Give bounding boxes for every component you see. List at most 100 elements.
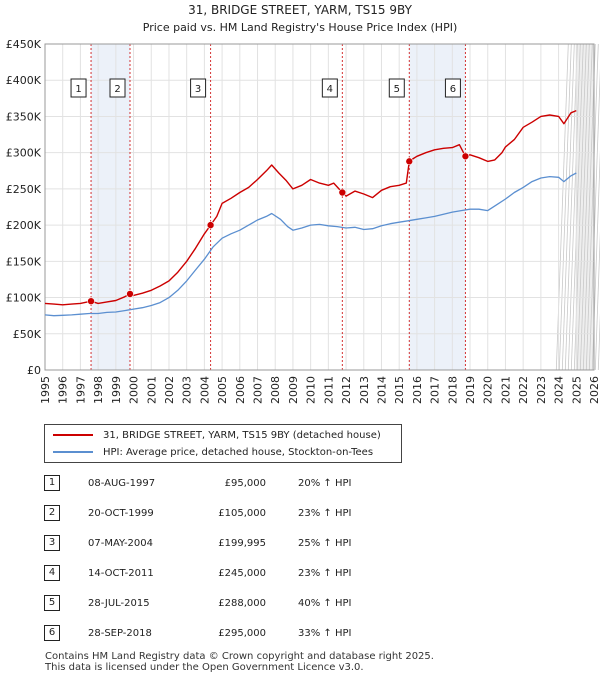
transaction-hpi-change: 33% ↑ HPI [298, 628, 352, 639]
forecast-hatch [567, 43, 581, 371]
legend-swatch-property [53, 434, 93, 436]
transaction-number: 2 [44, 505, 60, 521]
x-tick-label: 2012 [340, 376, 353, 404]
forecast-hatch [570, 43, 584, 371]
sale-highlight-band [409, 44, 466, 370]
sale-number-label: 1 [75, 84, 81, 95]
x-tick-label: 2020 [482, 376, 495, 404]
transaction-row: 1 08-AUG-1997 £95,000 20% ↑ HPI [44, 474, 564, 494]
transaction-price: £199,995 [218, 538, 266, 549]
forecast-hatch [585, 43, 599, 371]
legend-swatch-hpi [53, 451, 93, 453]
footer: Contains HM Land Registry data © Crown c… [45, 651, 434, 673]
transaction-hpi-change: 20% ↑ HPI [298, 478, 352, 489]
x-tick-label: 2008 [269, 376, 282, 404]
y-tick-label: £350K [6, 110, 42, 123]
sale-number-box [109, 78, 126, 98]
chart: 31, BRIDGE STREET, YARM, TS15 9BY Price … [6, 3, 600, 404]
transaction-date: 28-JUL-2015 [88, 598, 150, 609]
forecast-hatch [588, 68, 600, 371]
forecast-hatch [576, 43, 590, 371]
transaction-number: 1 [44, 475, 60, 491]
y-tick-label: £0 [27, 364, 41, 377]
transaction-price: £288,000 [218, 598, 266, 609]
x-tick-label: 2001 [145, 376, 158, 404]
transaction-row: 2 20-OCT-1999 £105,000 23% ↑ HPI [44, 504, 564, 524]
x-tick-label: 2023 [535, 376, 548, 404]
legend-label-hpi: HPI: Average price, detached house, Stoc… [103, 447, 374, 458]
transaction-date: 07-MAY-2004 [88, 538, 154, 549]
legend-item-property: 31, BRIDGE STREET, YARM, TS15 9BY (detac… [53, 428, 381, 444]
legend-label-property: 31, BRIDGE STREET, YARM, TS15 9BY (detac… [103, 430, 381, 441]
footer-licence: This data is licensed under the Open Gov… [45, 662, 364, 673]
sale-point [126, 290, 134, 298]
plot-frame [44, 43, 595, 371]
property-price-line [44, 109, 577, 306]
x-tick-label: 2021 [499, 376, 512, 404]
sale-point [461, 152, 470, 161]
sale-number-box [190, 78, 207, 98]
transaction-number: 5 [44, 595, 60, 611]
transaction-date: 28-SEP-2018 [88, 628, 152, 639]
transaction-row: 5 28-JUL-2015 £288,000 40% ↑ HPI [44, 594, 564, 614]
x-tick-label: 2002 [163, 376, 176, 404]
x-tick-label: 2026 [588, 376, 600, 404]
forecast-hatch [558, 43, 572, 371]
hpi-line [44, 172, 577, 317]
x-tick-label: 1998 [92, 376, 105, 404]
chart-subtitle: Price paid vs. HM Land Registry's House … [143, 21, 458, 34]
x-tick-label: 2014 [375, 376, 388, 404]
sale-point [338, 188, 347, 197]
transaction-number: 4 [44, 565, 60, 581]
transaction-price: £105,000 [218, 508, 266, 519]
x-tick-label: 2019 [464, 376, 477, 404]
sale-point [206, 221, 215, 229]
x-tick-label: 1997 [74, 376, 87, 404]
x-tick-label: 2004 [198, 376, 211, 404]
x-tick-label: 2011 [322, 376, 335, 404]
sale-number-box [388, 78, 405, 98]
x-tick-label: 2018 [446, 376, 459, 404]
transaction-row: 6 28-SEP-2018 £295,000 33% ↑ HPI [44, 624, 564, 644]
sale-point [405, 157, 414, 166]
forecast-hatch [561, 43, 575, 371]
transaction-price: £295,000 [218, 628, 266, 639]
transaction-hpi-change: 23% ↑ HPI [298, 508, 352, 519]
y-tick-label: £100K [6, 292, 42, 305]
transaction-hpi-change: 40% ↑ HPI [298, 598, 352, 609]
forecast-hatch [594, 231, 600, 371]
y-tick-label: £150K [6, 255, 42, 268]
transaction-date: 14-OCT-2011 [88, 568, 154, 579]
x-tick-label: 2010 [305, 376, 318, 404]
transaction-price: £95,000 [224, 478, 266, 489]
sale-highlight-band [91, 44, 131, 370]
forecast-hatch [582, 43, 596, 371]
x-tick-label: 1996 [57, 376, 70, 404]
chart-title: 31, BRIDGE STREET, YARM, TS15 9BY [188, 3, 413, 17]
transaction-number: 3 [44, 535, 60, 551]
legend: 31, BRIDGE STREET, YARM, TS15 9BY (detac… [44, 424, 402, 463]
x-tick-label: 2015 [393, 376, 406, 404]
forecast-hatch [564, 43, 578, 371]
legend-item-hpi: HPI: Average price, detached house, Stoc… [53, 445, 373, 461]
y-tick-label: £200K [6, 219, 42, 232]
sale-number-label: 6 [450, 84, 456, 95]
transaction-row: 3 07-MAY-2004 £199,995 25% ↑ HPI [44, 534, 564, 554]
y-tick-label: £400K [6, 74, 42, 87]
x-tick-label: 2007 [252, 376, 265, 404]
sale-point [87, 297, 95, 305]
transaction-hpi-change: 25% ↑ HPI [298, 538, 352, 549]
transaction-hpi-change: 23% ↑ HPI [298, 568, 352, 579]
transaction-number: 6 [44, 625, 60, 641]
transaction-date: 08-AUG-1997 [88, 478, 156, 489]
x-tick-label: 2000 [128, 376, 141, 404]
x-tick-label: 2005 [216, 376, 229, 404]
sale-number-label: 2 [114, 84, 120, 95]
x-tick-label: 2013 [358, 376, 371, 404]
x-tick-label: 2024 [553, 376, 566, 404]
x-tick-label: 1995 [39, 376, 52, 404]
sale-number-box [70, 78, 87, 98]
sale-number-label: 4 [327, 84, 333, 95]
x-tick-label: 2022 [517, 376, 530, 404]
transaction-date: 20-OCT-1999 [88, 508, 154, 519]
